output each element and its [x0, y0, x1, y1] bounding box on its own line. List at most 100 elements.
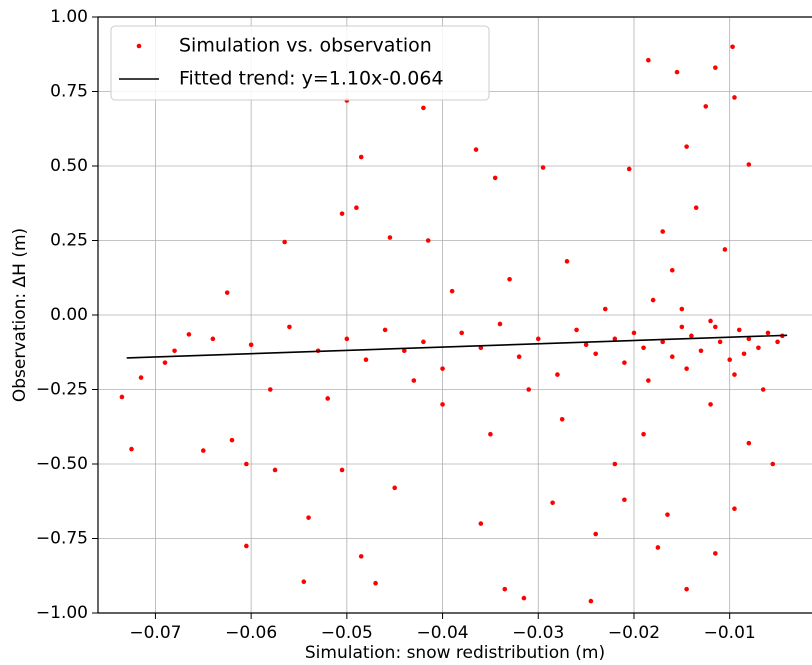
point [708, 318, 713, 324]
y-tick-label: −0.75 [36, 529, 88, 549]
point [641, 431, 646, 437]
point [210, 336, 216, 342]
x-tick-label: −0.01 [704, 623, 756, 643]
point [559, 417, 565, 422]
point [622, 497, 627, 503]
point [459, 330, 464, 336]
point [248, 342, 254, 348]
point [665, 512, 670, 517]
y-tick-label: 0.75 [50, 82, 88, 102]
point [684, 586, 689, 592]
point [713, 324, 718, 330]
point [306, 515, 311, 520]
point [244, 461, 249, 467]
point [679, 306, 685, 312]
point [669, 268, 675, 273]
point [746, 336, 752, 342]
point [411, 378, 417, 383]
point [703, 104, 709, 109]
x-tick-label: −0.04 [417, 623, 469, 643]
legend-box [110, 25, 490, 101]
x-tick-label: −0.02 [608, 623, 660, 643]
y-tick-label: 0.25 [50, 231, 88, 251]
point [732, 95, 737, 100]
point [440, 402, 445, 407]
point [693, 205, 699, 211]
point [593, 351, 598, 357]
point [612, 336, 618, 342]
point [756, 345, 761, 351]
point [244, 543, 249, 549]
point [765, 330, 771, 336]
point [363, 357, 369, 363]
point [497, 321, 503, 327]
point [382, 327, 388, 333]
point [730, 44, 735, 50]
point [325, 396, 331, 401]
point [708, 402, 713, 407]
point [119, 394, 125, 400]
point [741, 351, 747, 357]
y-axis-label: Observation: ΔH (m) [10, 228, 30, 402]
x-tick-label: −0.03 [512, 623, 564, 643]
x-axis-label: Simulation: snow redistribution (m) [305, 643, 605, 663]
point [684, 366, 689, 371]
point [401, 348, 407, 354]
point [555, 372, 560, 377]
point [626, 166, 632, 172]
trend-line [126, 334, 788, 359]
point [746, 162, 752, 167]
point [602, 306, 608, 312]
point [713, 65, 718, 70]
x-tick-label: −0.06 [225, 623, 277, 643]
point [229, 437, 235, 443]
point [717, 339, 723, 345]
point [540, 165, 546, 170]
point [713, 551, 718, 556]
point [301, 579, 307, 585]
point [478, 521, 484, 526]
point [440, 366, 445, 371]
point [282, 239, 287, 245]
point [746, 440, 752, 446]
point [535, 336, 541, 342]
point [521, 595, 527, 601]
point [564, 259, 570, 264]
point [449, 288, 455, 294]
y-tick-label: 1.00 [50, 7, 88, 27]
point [622, 360, 627, 365]
point [722, 247, 728, 252]
point [583, 342, 589, 348]
point [689, 333, 694, 339]
point [478, 345, 484, 351]
point [760, 387, 766, 392]
point [344, 336, 350, 342]
y-tick-label: −0.25 [36, 380, 88, 400]
point [650, 297, 656, 303]
point [646, 378, 651, 383]
point [172, 348, 177, 354]
point [272, 467, 278, 473]
point [732, 372, 737, 377]
point [162, 360, 168, 365]
point [425, 238, 431, 243]
point [488, 431, 493, 437]
point [669, 354, 675, 360]
legend-label: Fitted trend: y=1.10x-0.064 [179, 68, 444, 90]
point [631, 330, 637, 336]
point [473, 147, 479, 152]
point [129, 446, 134, 452]
x-tick-label: −0.07 [129, 623, 181, 643]
point [358, 554, 364, 559]
point [339, 211, 345, 216]
point [373, 580, 378, 586]
point [358, 154, 364, 160]
y-tick-label: −0.50 [36, 454, 88, 474]
point [526, 387, 531, 392]
point [267, 387, 273, 392]
point [641, 345, 646, 351]
axes [97, 16, 812, 614]
y-tick-label: −1.00 [36, 603, 88, 623]
point [516, 354, 522, 360]
